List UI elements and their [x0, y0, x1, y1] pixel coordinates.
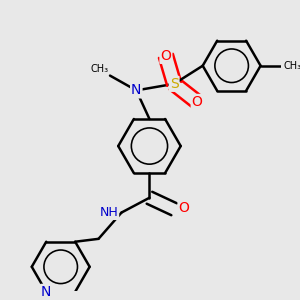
Text: NH: NH	[100, 206, 118, 219]
Text: S: S	[170, 77, 178, 91]
Text: N: N	[41, 285, 51, 299]
Text: O: O	[160, 49, 171, 63]
Text: CH₃: CH₃	[90, 64, 108, 74]
Text: N: N	[131, 83, 142, 98]
Text: CH₃: CH₃	[284, 61, 300, 71]
Text: O: O	[192, 95, 203, 109]
Text: O: O	[178, 201, 189, 214]
